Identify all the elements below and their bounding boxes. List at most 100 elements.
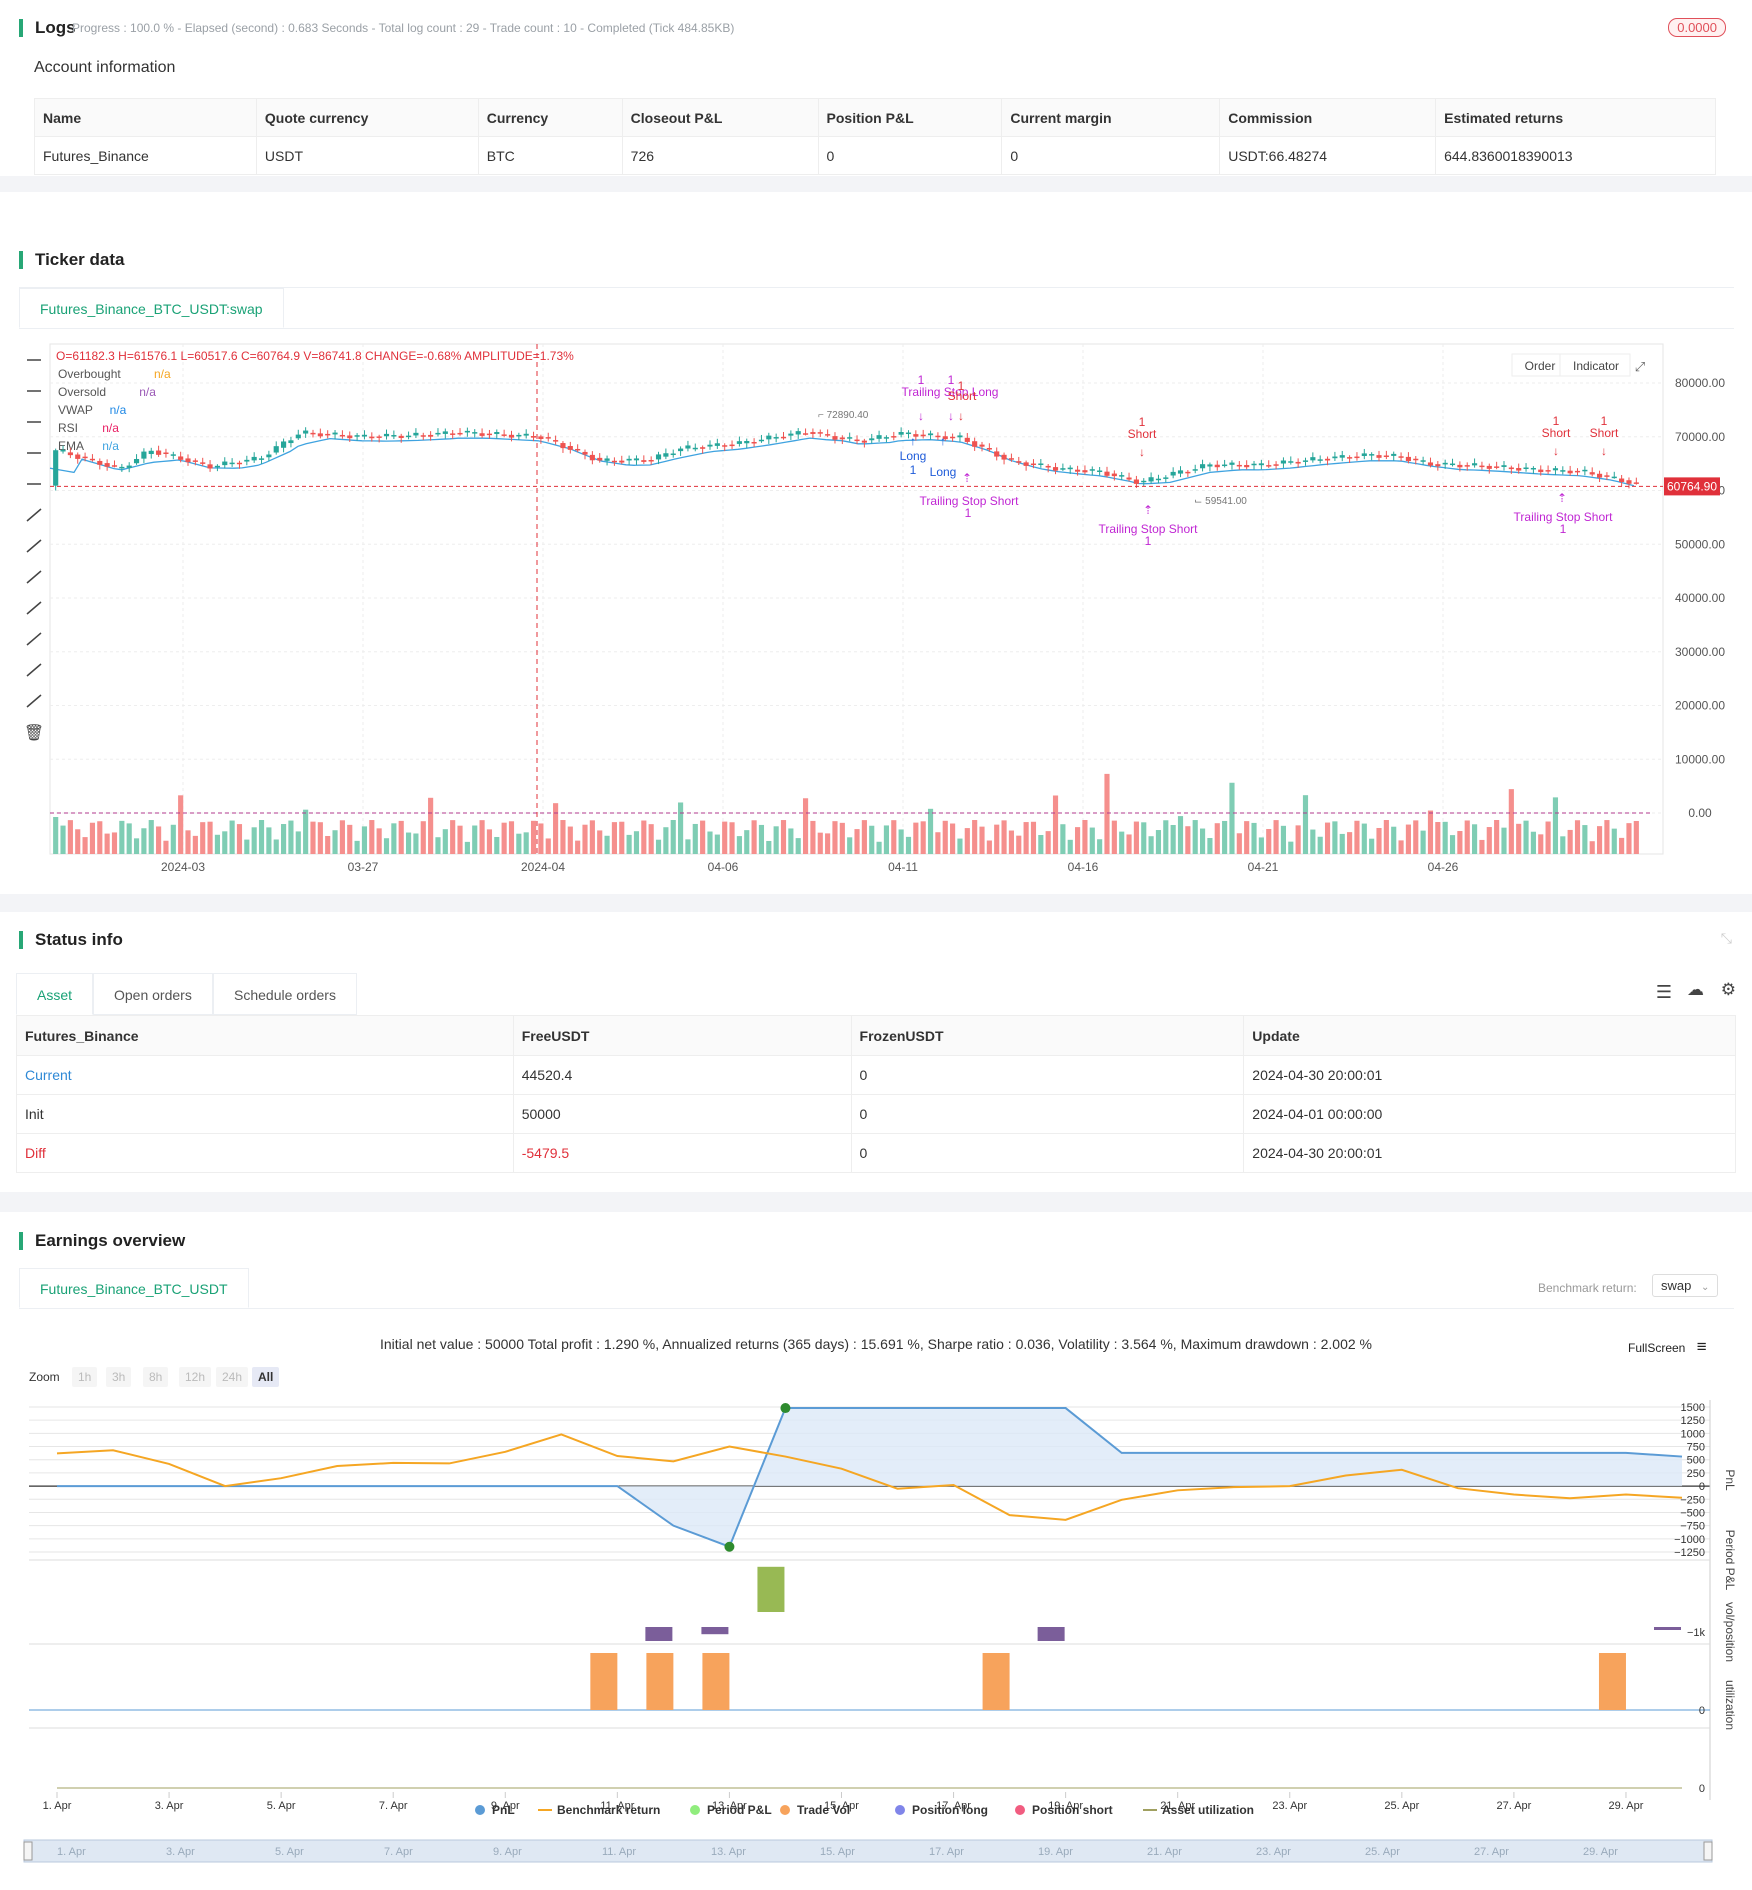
zoom-12h[interactable]: 12h xyxy=(179,1367,212,1387)
candle xyxy=(479,433,485,436)
volume-bar xyxy=(376,828,382,854)
candle xyxy=(802,433,809,435)
candle xyxy=(1589,472,1595,475)
volume-bar xyxy=(1126,834,1132,854)
cloud-download-icon[interactable]: ☁ xyxy=(1687,980,1704,999)
volume-bar xyxy=(1075,827,1081,854)
volume-bar xyxy=(773,826,779,854)
volume-bar xyxy=(1457,831,1463,854)
volume-bar xyxy=(1435,822,1441,854)
price-tag xyxy=(1664,477,1720,496)
gear-icon[interactable]: ⚙ xyxy=(1720,980,1736,999)
candle xyxy=(1501,465,1507,467)
candle xyxy=(420,435,426,437)
navigator-label: 3. Apr xyxy=(166,1846,195,1858)
zoom-8h[interactable]: 8h xyxy=(143,1367,169,1387)
signal-count: 1 xyxy=(1601,414,1608,428)
volume-bar xyxy=(817,832,823,854)
candle xyxy=(994,451,1000,457)
axis-title: vol/position xyxy=(1723,1602,1737,1662)
volume-bar xyxy=(832,821,838,854)
volume-bar xyxy=(119,820,125,854)
x-tick-label: 17. Apr xyxy=(936,1800,971,1812)
candle xyxy=(1016,461,1022,463)
y-tick-label: 70000.00 xyxy=(1675,430,1725,444)
candle xyxy=(538,436,544,440)
candle xyxy=(979,444,985,447)
pnl-tick-label: 500 xyxy=(1687,1455,1705,1467)
volume-bar xyxy=(575,840,581,854)
candle xyxy=(472,432,478,434)
volume-bar xyxy=(1251,822,1257,854)
candle xyxy=(832,436,838,440)
tab-schedule-orders[interactable]: Schedule orders xyxy=(213,973,357,1015)
legend-vwap: VWAP xyxy=(58,403,93,417)
y-tick-label: 10000.00 xyxy=(1675,752,1725,766)
ticker-tab[interactable]: Futures_Binance_BTC_USDT:swap xyxy=(19,288,284,328)
earnings-tab[interactable]: Futures_Binance_BTC_USDT xyxy=(19,1268,249,1308)
candle xyxy=(1075,469,1081,472)
list-icon[interactable]: ☰ xyxy=(1655,982,1672,1002)
volume-bar xyxy=(258,820,265,854)
candle xyxy=(545,437,551,439)
volume-bar xyxy=(1508,789,1514,854)
candle xyxy=(222,461,228,466)
volume-bar xyxy=(1479,839,1485,854)
volume-bar xyxy=(1023,822,1029,854)
volume-bar xyxy=(428,797,434,854)
candle xyxy=(1119,475,1125,477)
legend-item: Position short xyxy=(1032,1803,1113,1817)
asset-header-0: Futures_Binance xyxy=(16,1015,514,1056)
candle xyxy=(1413,458,1419,461)
candle xyxy=(685,445,691,449)
volume-bar xyxy=(442,829,448,854)
candle xyxy=(1545,470,1551,472)
candle xyxy=(567,446,573,450)
benchmark-select[interactable]: swap ⌄ xyxy=(1652,1274,1719,1297)
candle xyxy=(486,433,493,436)
navigator-label: 9. Apr xyxy=(493,1846,522,1858)
volume-bar xyxy=(751,820,757,854)
axis-title: Period P&L xyxy=(1723,1530,1737,1591)
candle xyxy=(288,440,294,444)
fullscreen-button[interactable]: FullScreen ≡ xyxy=(1628,1337,1707,1357)
trade-vol-bar xyxy=(590,1653,618,1710)
arrow-down-icon: ↓ xyxy=(958,409,964,423)
candle xyxy=(619,460,625,463)
candle xyxy=(1383,455,1389,458)
tab-asset[interactable]: Asset xyxy=(16,973,94,1015)
x-tick-label: 04-06 xyxy=(708,860,739,874)
volume-bar xyxy=(530,820,537,854)
candle xyxy=(53,450,59,486)
volume-bar xyxy=(876,841,882,854)
trend-line-icon xyxy=(26,508,42,522)
x-tick-label: 29. Apr xyxy=(1609,1800,1644,1812)
account-header-5: Current margin xyxy=(1001,98,1221,137)
zoom-all[interactable]: All xyxy=(252,1367,280,1387)
candle xyxy=(883,437,890,439)
zoom-3h[interactable]: 3h xyxy=(106,1367,132,1387)
zoom-1h[interactable]: 1h xyxy=(72,1367,98,1387)
high-label: ⌐ 72890.40 xyxy=(818,410,869,421)
volume-bar xyxy=(1310,829,1316,854)
util-tick-label: 0 xyxy=(1699,1783,1705,1795)
arrow-down-icon: ↓ xyxy=(918,409,924,423)
collapse-icon[interactable]: ⤡ xyxy=(1720,930,1732,946)
volume-bar xyxy=(111,832,118,854)
candle xyxy=(707,444,713,447)
volume-bar xyxy=(1280,825,1287,854)
tab-open-orders[interactable]: Open orders xyxy=(93,973,213,1015)
arrow-down-icon: ↓ xyxy=(1553,444,1559,458)
earnings-chart[interactable]: 1500125010007505002500−250−500−750−1000−… xyxy=(0,1400,1752,1870)
zoom-24h[interactable]: 24h xyxy=(216,1367,249,1387)
volume-bar xyxy=(1060,824,1066,854)
candlestick-chart[interactable]: 80000.0070000.0060000.0050000.0040000.00… xyxy=(0,334,1752,894)
candle xyxy=(354,435,360,437)
volume-bar xyxy=(744,830,750,854)
x-tick-label: 11. Apr xyxy=(600,1800,634,1812)
volume-bar xyxy=(986,840,992,854)
candle xyxy=(927,433,934,436)
candle xyxy=(942,436,948,440)
pnl-tick-label: 250 xyxy=(1687,1468,1705,1480)
candle xyxy=(1435,464,1441,467)
